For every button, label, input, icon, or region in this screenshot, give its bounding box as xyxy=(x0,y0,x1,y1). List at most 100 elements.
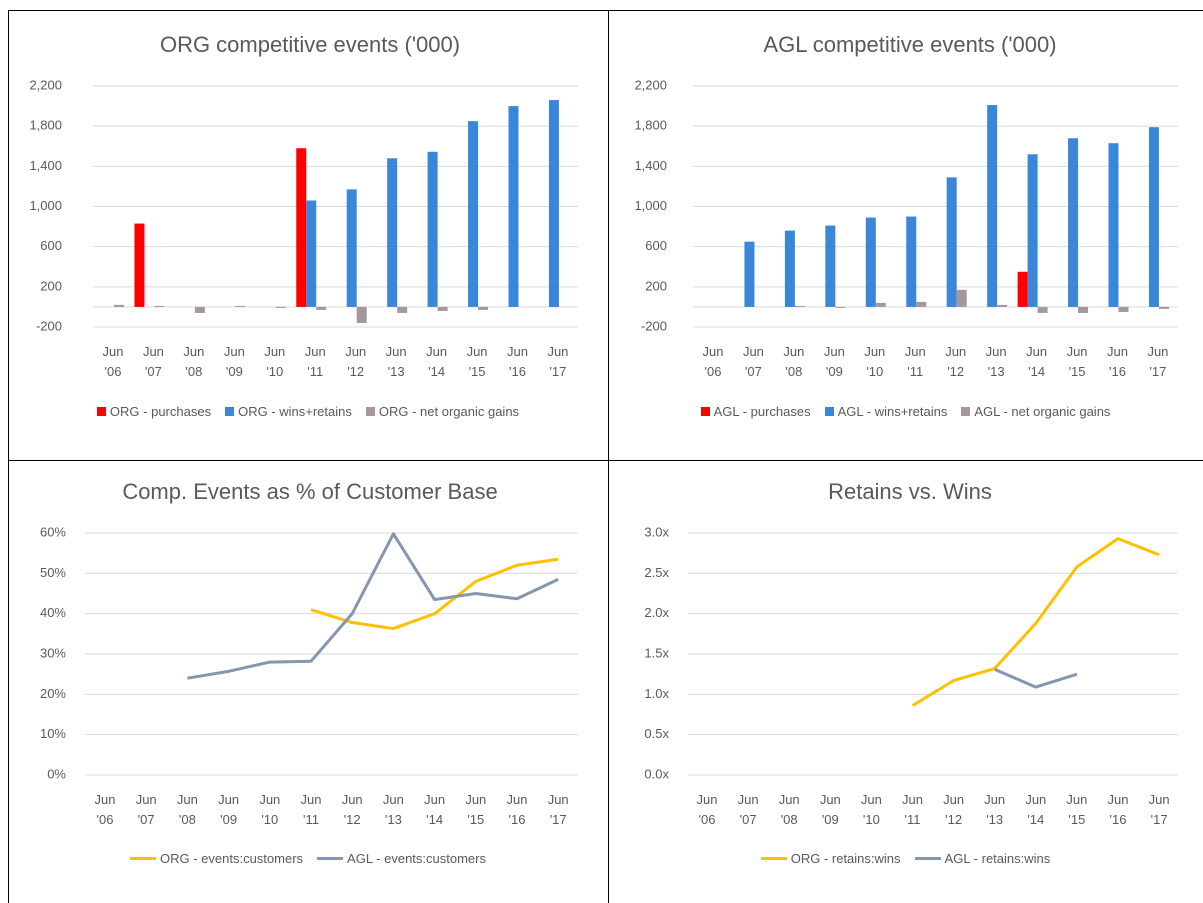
bar xyxy=(875,302,886,307)
x-tick-label: Jun '11 xyxy=(300,792,322,827)
y-tick-label: 60% xyxy=(40,524,66,539)
bar xyxy=(1027,154,1038,307)
y-tick-label: 50% xyxy=(40,565,66,580)
x-tick-label: Jun '07 xyxy=(742,344,764,379)
legend-item: ORG - net organic gains xyxy=(365,404,520,419)
bar xyxy=(916,301,927,307)
bar xyxy=(987,105,998,307)
x-tick-label: Jun '14 xyxy=(1025,792,1047,827)
y-tick-label: 0.0x xyxy=(644,766,669,781)
bar xyxy=(508,106,519,307)
y-tick-label: 10% xyxy=(40,726,66,741)
bar xyxy=(437,306,448,311)
legend-swatch xyxy=(96,407,106,416)
x-tick-label: Jun '16 xyxy=(507,344,528,379)
x-tick-label: Jun '08 xyxy=(783,344,805,379)
x-tick-label: Jun '06 xyxy=(94,792,116,827)
bar xyxy=(1148,127,1159,307)
legend-label: ORG - events:customers xyxy=(159,851,304,866)
chart-title: Comp. Events as % of Customer Base xyxy=(122,479,497,504)
bar xyxy=(1037,306,1048,313)
bar xyxy=(134,223,145,307)
legend-swatch xyxy=(365,407,375,416)
legend-label: AGL - events:customers xyxy=(347,851,486,866)
bar xyxy=(825,225,836,307)
legend: AGL - purchases AGL - wins+retains AGL - n… xyxy=(608,404,1203,419)
x-tick-label: Jun '15 xyxy=(465,792,487,827)
legend-item: AGL - events:customers xyxy=(317,851,486,866)
x-tick-label: Jun '09 xyxy=(223,344,245,379)
bar xyxy=(946,177,957,307)
x-tick-label: Jun '13 xyxy=(984,792,1006,827)
x-tick-label: Jun '13 xyxy=(382,792,404,827)
x-tick-label: Jun '09 xyxy=(819,792,841,827)
legend-item: ORG - events:customers xyxy=(129,851,304,866)
bar xyxy=(154,305,165,307)
y-tick-label: -200 xyxy=(641,318,667,333)
x-tick-label: Jun '11 xyxy=(304,344,326,379)
x-tick-label: Jun '10 xyxy=(864,344,886,379)
legend-label: ORG - net organic gains xyxy=(378,404,520,419)
x-tick-label: Jun '10 xyxy=(264,344,286,379)
line-series xyxy=(911,537,1160,707)
x-tick-label: Jun '08 xyxy=(183,344,205,379)
y-tick-label: 1,800 xyxy=(634,118,667,133)
legend-label: AGL - purchases xyxy=(713,404,811,419)
x-tick-label: Jun '16 xyxy=(506,792,528,827)
x-tick-label: Jun '09 xyxy=(218,792,240,827)
y-tick-label: 600 xyxy=(40,238,62,253)
bar xyxy=(1108,143,1119,307)
x-tick-label: Jun '15 xyxy=(1066,344,1088,379)
x-tick-label: Jun '14 xyxy=(424,792,446,827)
x-tick-label: Jun '13 xyxy=(985,344,1007,379)
x-tick-label: Jun '12 xyxy=(341,792,363,827)
x-tick-label: Jun '12 xyxy=(345,344,367,379)
x-tick-label: Jun '17 xyxy=(547,344,569,379)
bar xyxy=(1158,306,1169,309)
bar xyxy=(1118,306,1129,312)
y-tick-label: 40% xyxy=(40,605,66,620)
legend-label: AGL - retains:wins xyxy=(944,851,1051,866)
y-tick-label: 1,000 xyxy=(634,198,667,213)
y-tick-label: 200 xyxy=(645,278,667,293)
panel-border xyxy=(608,460,1203,903)
y-tick-label: 30% xyxy=(40,645,66,660)
bar xyxy=(468,121,479,307)
x-tick-label: Jun '17 xyxy=(547,792,569,827)
y-tick-label: 2.5x xyxy=(644,565,669,580)
x-tick-label: Jun '06 xyxy=(702,344,724,379)
x-tick-label: Jun '07 xyxy=(142,344,164,379)
legend-label: ORG - wins+retains xyxy=(238,404,352,419)
y-tick-label: 1.5x xyxy=(644,645,669,660)
bar xyxy=(906,216,917,307)
panel-border xyxy=(8,460,609,903)
y-tick-label: 600 xyxy=(645,238,667,253)
legend-swatch xyxy=(961,407,971,416)
line-series xyxy=(310,557,559,631)
y-tick-label: 2.0x xyxy=(644,605,669,620)
y-tick-label: 1,000 xyxy=(29,198,62,213)
bar xyxy=(784,230,795,307)
legend: ORG - retains:wins AGL - retains:wins xyxy=(608,851,1203,866)
y-tick-label: 200 xyxy=(40,278,62,293)
chart-title: AGL competitive events ('000) xyxy=(763,32,1056,57)
x-tick-label: Jun '11 xyxy=(902,792,923,827)
x-tick-label: Jun '07 xyxy=(737,792,759,827)
line-series xyxy=(187,532,559,680)
x-tick-label: Jun '17 xyxy=(1148,792,1170,827)
legend-item: AGL - retains:wins xyxy=(914,851,1051,866)
legend-item: ORG - retains:wins xyxy=(760,851,901,866)
bar xyxy=(997,304,1008,307)
legend-swatch xyxy=(760,857,787,860)
y-tick-label: 0.5x xyxy=(644,726,669,741)
bar xyxy=(275,306,286,308)
bar xyxy=(114,304,124,307)
y-tick-label: 0% xyxy=(47,766,66,781)
legend-label: ORG - retains:wins xyxy=(790,851,901,866)
x-tick-label: Jun '14 xyxy=(1026,344,1048,379)
bar xyxy=(387,158,398,307)
chart-title: Retains vs. Wins xyxy=(828,479,992,504)
x-tick-label: Jun '12 xyxy=(943,792,965,827)
